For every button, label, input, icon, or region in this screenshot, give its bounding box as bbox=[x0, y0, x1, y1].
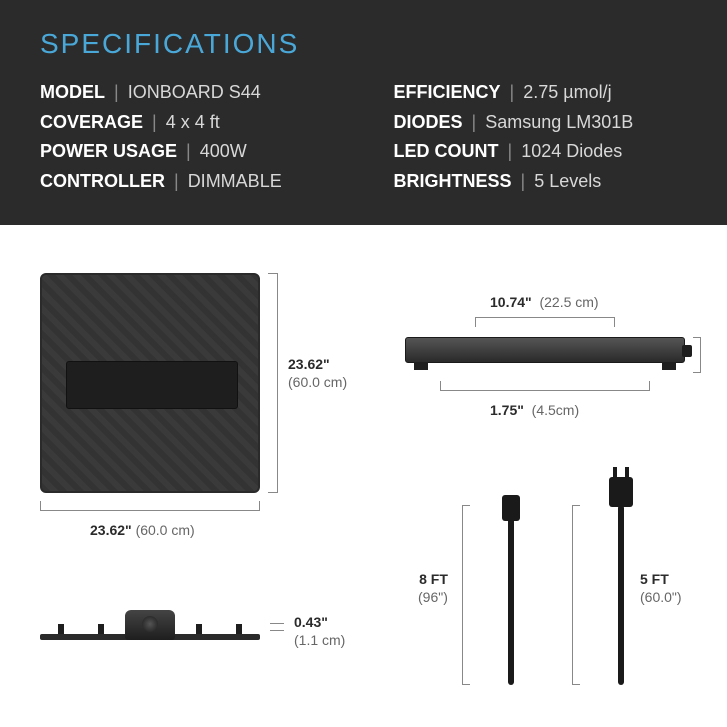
side-foot bbox=[414, 362, 428, 370]
spec-label: CONTROLLER bbox=[40, 171, 165, 191]
spec-title: SPECIFICATIONS bbox=[40, 28, 687, 60]
cable-icon bbox=[508, 505, 514, 685]
spec-row: LED COUNT | 1024 Diodes bbox=[394, 137, 688, 167]
spec-row: MODEL | IONBOARD S44 bbox=[40, 78, 334, 108]
dim-secondary: (96") bbox=[418, 589, 448, 605]
dimension-bracket bbox=[268, 273, 278, 493]
spec-separator: | bbox=[181, 141, 196, 161]
dimension-label: 10.74" (22.5 cm) bbox=[490, 293, 599, 311]
cable-icon bbox=[618, 505, 624, 685]
spec-label: EFFICIENCY bbox=[394, 82, 501, 102]
spec-value: 4 x 4 ft bbox=[166, 112, 220, 132]
dimension-tick bbox=[270, 630, 284, 631]
spec-row: COVERAGE | 4 x 4 ft bbox=[40, 108, 334, 138]
dimension-bracket bbox=[572, 505, 580, 685]
plug-prong bbox=[613, 467, 617, 477]
diagram-area: 23.62" (60.0 cm) 23.62" (60.0 cm) 10.74"… bbox=[0, 225, 727, 715]
dimension-bracket bbox=[40, 501, 260, 511]
spec-row: BRIGHTNESS | 5 Levels bbox=[394, 167, 688, 197]
dimension-label: 1.75" (4.5cm) bbox=[490, 401, 579, 419]
dimension-bracket bbox=[440, 381, 650, 391]
side-bar bbox=[405, 337, 685, 363]
dimension-label: 8 FT (96") bbox=[418, 570, 448, 606]
spec-row: CONTROLLER | DIMMABLE bbox=[40, 167, 334, 197]
product-side-view bbox=[405, 337, 685, 373]
profile-peg bbox=[98, 624, 104, 634]
dim-primary: 5 FT bbox=[640, 571, 669, 587]
spec-row: DIODES | Samsung LM301B bbox=[394, 108, 688, 138]
spec-row: EFFICIENCY | 2.75 µmol/j bbox=[394, 78, 688, 108]
dim-primary: 23.62" bbox=[90, 522, 132, 538]
spec-separator: | bbox=[467, 112, 482, 132]
spec-separator: | bbox=[147, 112, 162, 132]
profile-peg bbox=[58, 624, 64, 634]
side-foot bbox=[662, 362, 676, 370]
profile-knob bbox=[142, 616, 158, 632]
spec-columns: MODEL | IONBOARD S44 COVERAGE | 4 x 4 ft… bbox=[40, 78, 687, 197]
spec-value: Samsung LM301B bbox=[485, 112, 633, 132]
profile-peg bbox=[236, 624, 242, 634]
dim-secondary: (22.5 cm) bbox=[539, 294, 598, 310]
spec-label: MODEL bbox=[40, 82, 105, 102]
spec-col-left: MODEL | IONBOARD S44 COVERAGE | 4 x 4 ft… bbox=[40, 78, 334, 197]
dim-primary: 0.43" bbox=[294, 614, 328, 630]
spec-col-right: EFFICIENCY | 2.75 µmol/j DIODES | Samsun… bbox=[394, 78, 688, 197]
spec-label: BRIGHTNESS bbox=[394, 171, 512, 191]
spec-value: 2.75 µmol/j bbox=[523, 82, 611, 102]
driver-box bbox=[66, 361, 238, 409]
dim-primary: 1.75" bbox=[490, 402, 524, 418]
dim-secondary: (60.0 cm) bbox=[136, 522, 195, 538]
plug-icon bbox=[609, 477, 633, 507]
spec-separator: | bbox=[169, 171, 184, 191]
spec-value: 1024 Diodes bbox=[521, 141, 622, 161]
dim-primary: 10.74" bbox=[490, 294, 532, 310]
product-profile-view bbox=[40, 600, 260, 650]
dim-secondary: (1.1 cm) bbox=[294, 632, 345, 648]
plug-prong bbox=[625, 467, 629, 477]
spec-separator: | bbox=[503, 141, 518, 161]
spec-label: DIODES bbox=[394, 112, 463, 132]
dim-primary: 23.62" bbox=[288, 356, 330, 372]
spec-value: 5 Levels bbox=[534, 171, 601, 191]
spec-label: COVERAGE bbox=[40, 112, 143, 132]
spec-separator: | bbox=[505, 82, 520, 102]
dim-secondary: (60.0 cm) bbox=[288, 374, 347, 390]
spec-value: DIMMABLE bbox=[188, 171, 282, 191]
dimension-label: 0.43" (1.1 cm) bbox=[294, 613, 345, 649]
profile-peg bbox=[196, 624, 202, 634]
spec-separator: | bbox=[109, 82, 124, 102]
spec-label: POWER USAGE bbox=[40, 141, 177, 161]
dimension-bracket bbox=[693, 337, 701, 373]
spec-value: IONBOARD S44 bbox=[128, 82, 261, 102]
dimension-label: 23.62" (60.0 cm) bbox=[90, 521, 195, 539]
dim-secondary: (4.5cm) bbox=[532, 402, 579, 418]
dimension-label: 5 FT (60.0") bbox=[640, 570, 682, 606]
spec-row: POWER USAGE | 400W bbox=[40, 137, 334, 167]
dim-primary: 8 FT bbox=[419, 571, 448, 587]
spec-separator: | bbox=[516, 171, 531, 191]
side-knob bbox=[682, 345, 692, 357]
dimension-bracket bbox=[462, 505, 470, 685]
spec-label: LED COUNT bbox=[394, 141, 499, 161]
dimension-label: 23.62" (60.0 cm) bbox=[288, 355, 347, 391]
spec-header: SPECIFICATIONS MODEL | IONBOARD S44 COVE… bbox=[0, 0, 727, 225]
product-top-view bbox=[40, 273, 260, 493]
spec-value: 400W bbox=[200, 141, 247, 161]
dim-secondary: (60.0") bbox=[640, 589, 682, 605]
dimension-bracket bbox=[475, 317, 615, 327]
dimension-tick bbox=[270, 623, 284, 624]
